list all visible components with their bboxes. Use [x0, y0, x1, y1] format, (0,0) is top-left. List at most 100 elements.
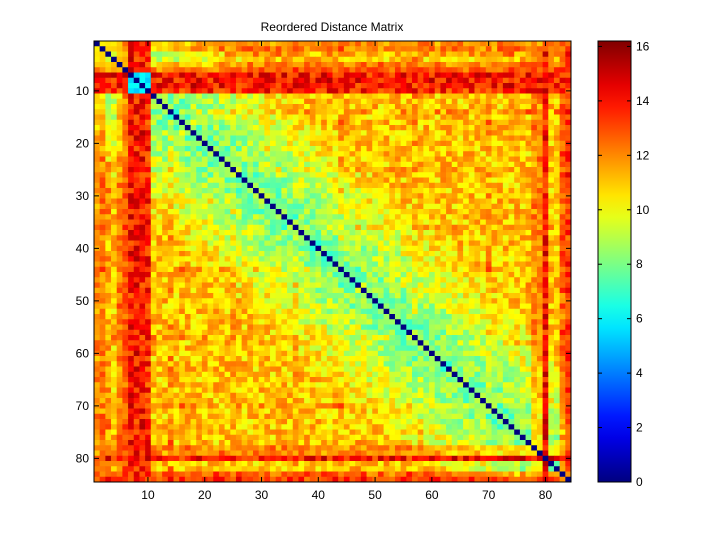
heatmap-cell [218, 245, 225, 252]
heatmap-cell [111, 67, 118, 73]
heatmap-cell [247, 272, 254, 278]
heatmap-cell [423, 193, 430, 199]
heatmap-cell [463, 203, 470, 210]
heatmap-cell [116, 324, 123, 331]
heatmap-cell [247, 282, 254, 289]
heatmap-cell [508, 41, 515, 47]
heatmap-cell [133, 314, 140, 320]
heatmap-cell [230, 277, 237, 283]
heatmap-cell [514, 104, 521, 110]
heatmap-cell [258, 350, 265, 357]
heatmap-cell [230, 46, 237, 52]
heatmap-cell [196, 177, 203, 184]
heatmap-cell [128, 114, 135, 121]
heatmap-cell [150, 272, 157, 278]
heatmap-cell [179, 119, 186, 126]
heatmap-cell [525, 56, 532, 63]
heatmap-cell [474, 319, 481, 325]
heatmap-cell [502, 72, 509, 79]
heatmap-cell [196, 245, 203, 252]
heatmap-cell [281, 146, 288, 152]
heatmap-cell [440, 261, 447, 268]
heatmap-cell [156, 119, 163, 126]
heatmap-cell [377, 46, 384, 52]
heatmap-cell [485, 224, 492, 231]
heatmap-cell [389, 198, 396, 205]
heatmap-cell [94, 240, 101, 247]
heatmap-cell [150, 240, 157, 247]
heatmap-cell [332, 340, 339, 346]
heatmap-cell [235, 130, 242, 136]
heatmap-cell [525, 287, 532, 294]
heatmap-cell [145, 130, 152, 136]
heatmap-cell [463, 240, 470, 247]
heatmap-cell [145, 345, 152, 352]
heatmap-cell [355, 182, 362, 189]
heatmap-cell [429, 56, 436, 63]
heatmap-cell [463, 135, 470, 142]
heatmap-cell [156, 298, 163, 304]
heatmap-cell [440, 67, 447, 73]
heatmap-cell [508, 193, 515, 199]
heatmap-cell [315, 224, 322, 231]
heatmap-cell [446, 329, 453, 336]
heatmap-cell [497, 335, 504, 341]
heatmap-cell [235, 350, 242, 357]
heatmap-cell [258, 261, 265, 268]
heatmap-cell [457, 209, 464, 215]
heatmap-cell [326, 151, 333, 157]
heatmap-cell [281, 240, 288, 247]
heatmap-cell [321, 193, 328, 199]
heatmap-cell [366, 77, 373, 84]
heatmap-cell [326, 177, 333, 184]
heatmap-cell [406, 287, 413, 294]
heatmap-cell [139, 251, 146, 257]
heatmap-cell [111, 198, 118, 205]
heatmap-cell [247, 114, 254, 121]
heatmap-cell [133, 240, 140, 247]
heatmap-cell [389, 51, 396, 58]
heatmap-cell [287, 188, 294, 194]
heatmap-cell [406, 235, 413, 241]
heatmap-cell [309, 146, 316, 152]
heatmap-cell [128, 41, 135, 47]
heatmap-cell [287, 172, 294, 178]
heatmap-cell [201, 156, 208, 163]
heatmap-cell [338, 182, 345, 189]
heatmap-cell [105, 230, 112, 236]
heatmap-cell [304, 193, 311, 199]
heatmap-cell [406, 193, 413, 199]
heatmap-cell [519, 182, 526, 189]
heatmap-cell [167, 219, 174, 226]
heatmap-cell [519, 240, 526, 247]
heatmap-cell [145, 324, 152, 331]
heatmap-cell [451, 161, 458, 168]
heatmap-cell [292, 214, 299, 220]
heatmap-cell [218, 125, 225, 131]
heatmap-cell [497, 188, 504, 194]
heatmap-cell [514, 251, 521, 257]
heatmap-cell [394, 104, 401, 110]
heatmap-cell [355, 261, 362, 268]
heatmap-cell [360, 88, 367, 94]
heatmap-cell [105, 261, 112, 268]
heatmap-cell [162, 282, 169, 289]
heatmap-cell [190, 203, 197, 210]
heatmap-cell [292, 203, 299, 210]
heatmap-cell [491, 130, 498, 136]
heatmap-cell [400, 114, 407, 121]
heatmap-cell [247, 88, 254, 94]
heatmap-cell [400, 266, 407, 273]
heatmap-cell [383, 319, 390, 325]
heatmap-cell [542, 177, 549, 184]
heatmap-cell [275, 146, 282, 152]
heatmap-cell [355, 287, 362, 294]
heatmap-cell [559, 177, 566, 184]
heatmap-cell [565, 272, 572, 278]
heatmap-cell [213, 109, 220, 115]
heatmap-cell [451, 151, 458, 157]
heatmap-cell [253, 51, 260, 58]
heatmap-cell [156, 188, 163, 194]
heatmap-cell [372, 230, 379, 236]
heatmap-cell [315, 230, 322, 236]
